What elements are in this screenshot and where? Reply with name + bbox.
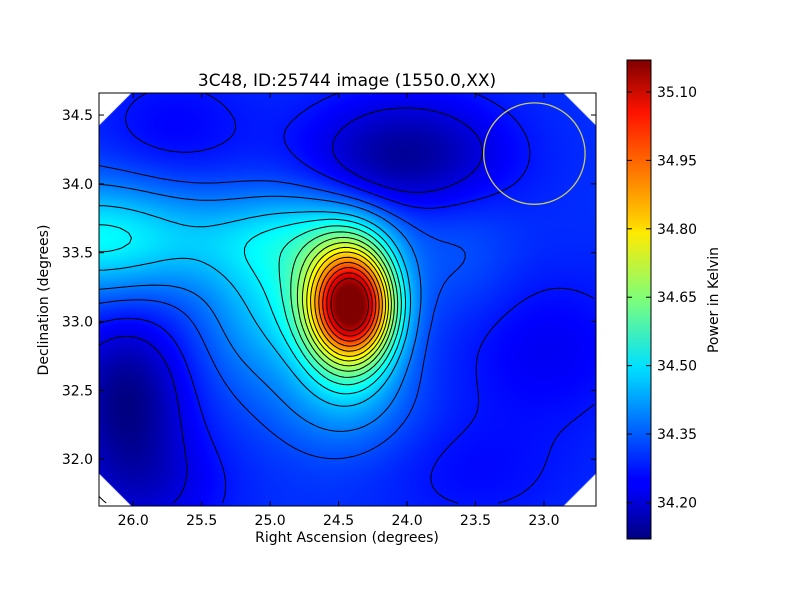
contour-level-7 (290, 231, 399, 378)
x-axis: 26.0 25.5 25.0 24.5 24.0 23.5 23.0 (118, 93, 560, 529)
contour-level-4 (99, 205, 412, 407)
contour-level-16 (330, 277, 370, 332)
y-tick-label: 33.5 (62, 246, 93, 262)
contour-level-9 (301, 242, 392, 367)
contour-level-2 (99, 165, 466, 460)
contour-level-12 (314, 256, 383, 352)
contour-level-3 (99, 183, 422, 432)
plot-frame (98, 92, 597, 507)
colorbar-tick-label: 34.80 (657, 222, 697, 238)
x-tick-label: 26.0 (118, 513, 149, 529)
y-axis: 32.0 32.5 33.0 33.5 34.0 34.5 (62, 108, 596, 468)
colorbar-label: Power in Kelvin (706, 247, 722, 353)
y-axis-label: Declination (degrees) (36, 225, 52, 376)
contour-level-11 (310, 251, 387, 357)
y-tick-label: 32.0 (62, 452, 93, 468)
x-tick-label: 23.5 (460, 513, 491, 529)
colorbar-ticks: 34.20 34.35 34.50 34.65 34.80 34.95 35.10 (627, 85, 697, 512)
x-tick-label: 24.5 (323, 513, 354, 529)
y-tick-label: 34.5 (62, 108, 93, 124)
colorbar-tick-label: 34.50 (657, 359, 697, 375)
chart-title: 3C48, ID:25744 image (1550.0,XX) (198, 71, 496, 91)
contour-level-15 (326, 272, 373, 337)
contour-level-10 (306, 246, 389, 362)
colorbar-tick-label: 35.10 (657, 85, 697, 101)
colorbar-tick-label: 34.65 (657, 290, 697, 306)
contour-level-14 (322, 267, 377, 342)
x-tick-label: 23.0 (528, 513, 559, 529)
colorbar: 34.20 34.35 34.50 34.65 34.80 34.95 35.10 Powe… (626, 59, 722, 540)
plot-area (99, 93, 596, 506)
colorbar-tick-label: 34.20 (657, 496, 697, 512)
contour-level-13 (318, 261, 380, 347)
x-tick-label: 25.5 (186, 513, 217, 529)
contour-level-1 (99, 93, 595, 504)
x-tick-label: 24.0 (391, 513, 422, 529)
colorbar-tick-label: 34.35 (657, 427, 697, 443)
contour-level-0 (99, 107, 483, 504)
contour-level-6 (278, 225, 402, 386)
x-axis-label: Right Ascension (degrees) (255, 530, 439, 546)
heatmap-image (99, 93, 596, 506)
beam-circle (483, 102, 586, 205)
colorbar-tick-label: 34.95 (657, 153, 697, 169)
y-tick-label: 32.5 (62, 383, 93, 399)
contour-level-5 (99, 218, 407, 395)
x-tick-label: 25.0 (255, 513, 286, 529)
y-tick-label: 33.0 (62, 315, 93, 331)
y-tick-label: 34.0 (62, 177, 93, 193)
colorbar-gradient (626, 59, 652, 540)
contour-lines (99, 93, 595, 504)
contour-level-8 (296, 236, 395, 372)
